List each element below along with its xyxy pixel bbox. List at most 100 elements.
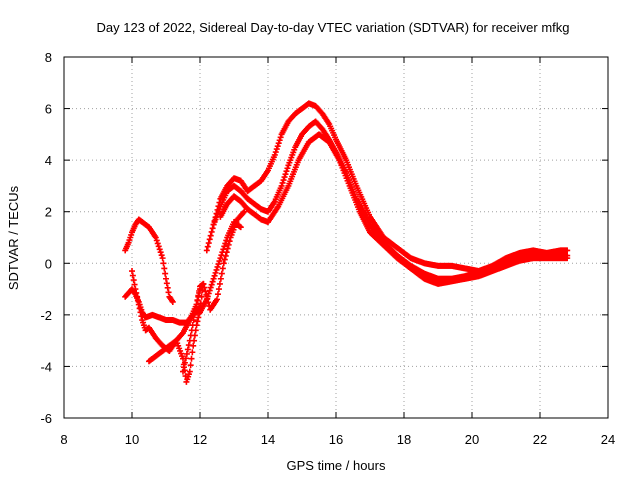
data-point xyxy=(564,247,571,254)
x-tick-label: 16 xyxy=(329,432,343,447)
data-point xyxy=(156,246,163,253)
data-point xyxy=(194,318,201,325)
data-point xyxy=(180,368,186,375)
data-point xyxy=(206,287,213,294)
data-point xyxy=(219,249,226,256)
data-point xyxy=(189,322,196,329)
x-tick-label: 20 xyxy=(465,432,479,447)
data-point xyxy=(203,247,210,254)
data-point xyxy=(274,143,281,150)
y-tick-label: -2 xyxy=(40,308,52,323)
data-point xyxy=(282,171,289,178)
y-axis-label: SDTVAR / TECUs xyxy=(6,185,21,290)
data-point xyxy=(283,168,290,175)
series-track-h xyxy=(217,131,571,287)
data-point xyxy=(163,275,169,282)
data-point xyxy=(212,269,219,276)
data-point xyxy=(237,224,244,231)
data-point xyxy=(211,272,218,279)
data-point xyxy=(130,277,137,284)
plot-frame xyxy=(63,56,609,419)
data-point xyxy=(189,349,196,356)
data-point xyxy=(214,263,221,270)
data-point xyxy=(129,272,136,279)
data-point xyxy=(201,284,208,291)
x-tick-label: 14 xyxy=(261,432,275,447)
data-point xyxy=(240,209,247,216)
data-point xyxy=(159,255,166,262)
data-point xyxy=(200,280,207,287)
data-point xyxy=(213,266,220,273)
x-tick-label: 18 xyxy=(397,432,411,447)
data-point xyxy=(136,305,143,312)
data-point xyxy=(217,275,224,282)
data-point xyxy=(184,346,191,353)
data-point xyxy=(137,309,144,316)
data-point xyxy=(165,289,172,296)
data-point xyxy=(131,281,138,288)
x-tick-label: 8 xyxy=(60,432,67,447)
data-point xyxy=(216,280,223,287)
data-point xyxy=(187,332,194,339)
data-point xyxy=(181,359,188,366)
y-tick-label: 8 xyxy=(45,50,52,65)
data-point xyxy=(135,301,142,308)
data-point xyxy=(187,362,194,369)
data-point xyxy=(205,290,212,297)
data-point xyxy=(204,243,211,250)
data-point xyxy=(195,292,202,299)
data-point xyxy=(210,275,217,282)
data-point xyxy=(180,364,187,371)
data-point xyxy=(216,258,223,265)
data-point xyxy=(138,313,145,320)
data-point xyxy=(220,260,227,267)
data-point xyxy=(160,260,167,267)
data-point xyxy=(278,182,285,189)
data-point xyxy=(223,237,230,244)
data-point xyxy=(214,296,220,303)
data-point xyxy=(186,337,193,344)
data-point xyxy=(203,296,210,303)
data-point xyxy=(190,317,197,324)
data-point xyxy=(222,240,229,247)
data-point xyxy=(218,252,225,259)
data-point xyxy=(208,281,215,288)
data-point xyxy=(164,284,171,291)
data-point xyxy=(188,327,195,334)
data-point xyxy=(275,140,282,147)
data-point xyxy=(225,241,232,248)
data-point xyxy=(279,179,286,186)
series-track-i xyxy=(197,219,244,316)
data-point xyxy=(205,240,212,247)
data-point xyxy=(219,265,226,272)
data-point xyxy=(214,291,221,298)
data-point xyxy=(218,270,225,277)
data-point xyxy=(163,280,170,287)
data-point xyxy=(196,288,203,295)
data-point xyxy=(153,237,160,244)
data-point xyxy=(169,298,176,305)
data-point xyxy=(241,208,248,215)
data-point xyxy=(194,297,201,304)
data-point xyxy=(271,151,278,158)
data-point xyxy=(162,270,169,277)
data-points-layer xyxy=(122,100,571,385)
chart-title: Day 123 of 2022, Sidereal Day-to-day VTE… xyxy=(97,20,570,35)
data-point xyxy=(192,306,199,313)
y-tick-label: 2 xyxy=(45,205,52,220)
data-point xyxy=(182,355,189,362)
data-point xyxy=(155,243,162,250)
grid-layer xyxy=(64,57,608,418)
data-point xyxy=(220,246,227,253)
data-point xyxy=(186,368,193,375)
data-point xyxy=(273,146,280,153)
y-tick-label: 6 xyxy=(45,102,52,117)
data-point xyxy=(157,249,164,256)
data-point xyxy=(280,177,287,184)
data-point xyxy=(133,289,140,296)
data-point xyxy=(191,311,198,318)
data-point xyxy=(134,297,141,304)
data-point xyxy=(207,284,214,291)
